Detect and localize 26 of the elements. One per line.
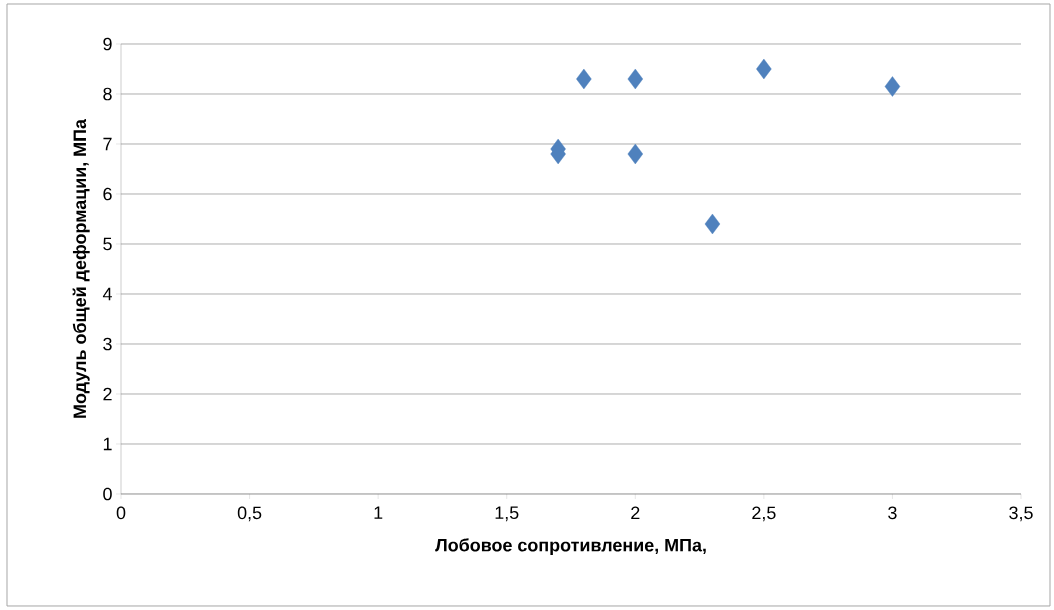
y-tick-label: 7	[103, 137, 112, 151]
y-tick-label: 0	[103, 487, 112, 501]
y-tick-label: 9	[103, 37, 112, 51]
point	[756, 58, 772, 80]
x-tick-label: 1	[374, 506, 383, 519]
point	[884, 76, 901, 97]
x-tick-label: 3,5	[1009, 506, 1033, 522]
point	[627, 143, 643, 165]
y-tick-label: 3	[103, 337, 112, 351]
point	[576, 68, 592, 90]
y-tick-label: 6	[103, 187, 112, 201]
x-tick-label: 1,5	[495, 506, 519, 522]
x-axis-title: Лобовое сопротивление, МПа,	[435, 538, 706, 556]
point	[627, 68, 643, 90]
x-tick-label: 0	[116, 506, 126, 520]
x-tick-label: 3	[888, 506, 897, 520]
x-tick-label: 0,5	[237, 506, 262, 522]
x-tick-label: 2,5	[752, 506, 776, 522]
y-tick-label: 4	[102, 287, 112, 301]
x-tick-label: 2	[631, 506, 640, 520]
y-tick-label: 8	[103, 87, 112, 101]
y-tick-label: 5	[103, 237, 112, 251]
y-tick-label: 1	[103, 437, 112, 451]
y-axis-title: Модуль общей деформации, МПа	[72, 118, 90, 418]
y-tick-label: 2	[103, 387, 112, 401]
point	[704, 213, 721, 235]
